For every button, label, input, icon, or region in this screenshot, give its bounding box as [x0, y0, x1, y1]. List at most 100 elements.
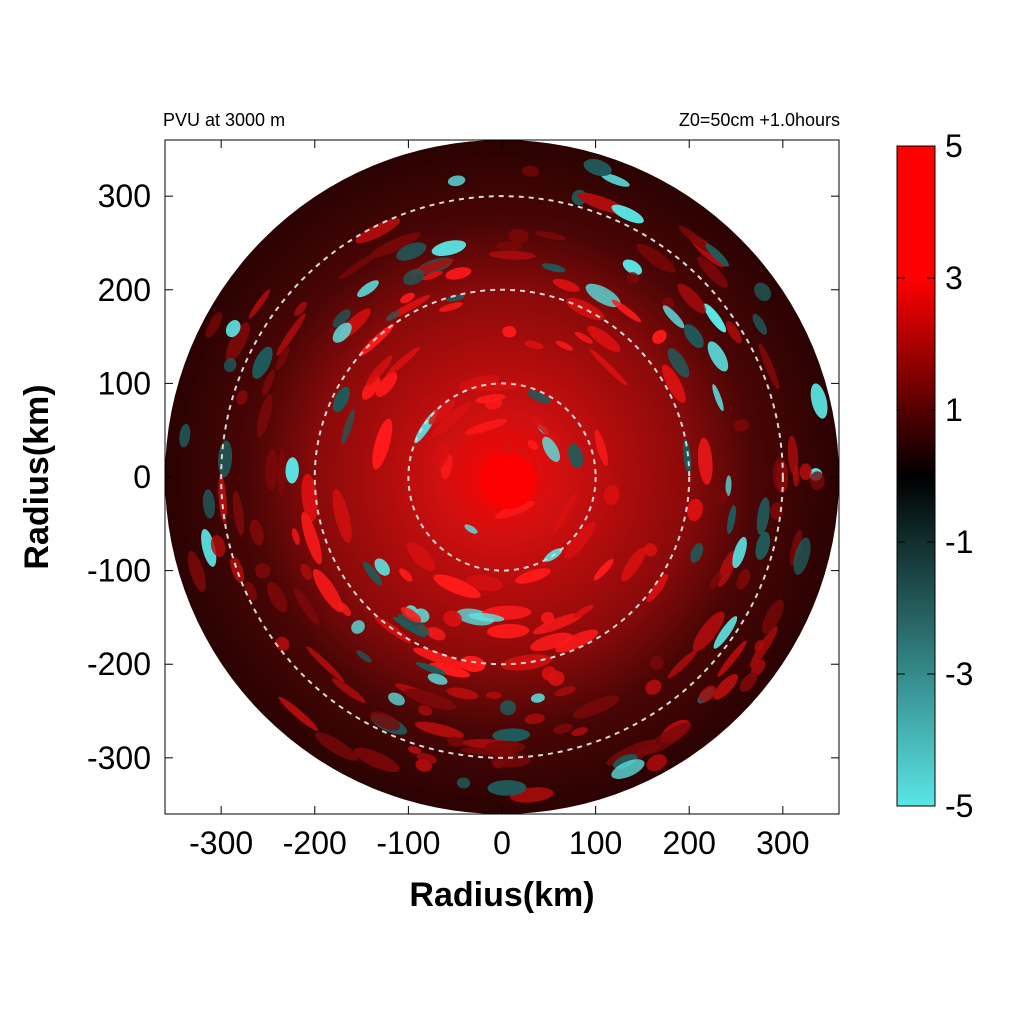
positive-pv-blob	[535, 231, 567, 241]
negative-pv-blob	[464, 524, 478, 534]
positive-pv-blob	[486, 623, 530, 639]
negative-pv-blob	[756, 497, 770, 536]
negative-pv-blob	[363, 561, 383, 586]
positive-pv-blob	[275, 636, 290, 651]
positive-pv-blob	[554, 686, 577, 697]
positive-pv-blob	[789, 529, 803, 566]
positive-pv-blob	[332, 489, 352, 543]
positive-pv-blob	[661, 364, 686, 403]
positive-pv-blob	[497, 241, 523, 251]
negative-pv-blob	[793, 537, 811, 575]
positive-pv-blob	[646, 754, 667, 772]
positive-pv-blob	[754, 639, 765, 652]
y-tick-label: 100	[98, 365, 151, 401]
positive-pv-blob	[717, 550, 736, 587]
negative-pv-blob	[415, 662, 446, 675]
positive-pv-blob	[416, 753, 437, 764]
positive-pv-blob	[529, 483, 555, 520]
positive-pv-blob	[414, 721, 465, 739]
positive-pv-blob	[698, 685, 717, 703]
negative-pv-blob	[810, 383, 828, 419]
positive-pv-blob	[646, 573, 669, 603]
positive-pv-blob	[644, 722, 692, 755]
negative-pv-blob	[755, 531, 771, 560]
colorbar-tick-label: 3	[945, 260, 963, 296]
negative-pv-blob	[386, 310, 400, 321]
negative-pv-blob	[530, 693, 545, 703]
reference-ring-200	[313, 288, 691, 666]
positive-pv-blob	[502, 325, 517, 338]
positive-pv-blob	[524, 340, 544, 350]
negative-pv-blob	[611, 759, 645, 779]
positive-pv-blob	[501, 654, 552, 671]
positive-pv-blob	[358, 323, 395, 357]
positive-pv-blob	[587, 325, 621, 352]
positive-pv-blob	[566, 297, 605, 321]
positive-pv-blob	[466, 574, 504, 592]
positive-pv-blob	[792, 466, 800, 487]
negative-pv-blob	[397, 613, 430, 636]
negative-pv-blob	[341, 409, 355, 445]
negative-pv-blob	[713, 616, 738, 649]
positive-pv-blob	[553, 723, 573, 734]
positive-pv-blob	[331, 678, 366, 703]
negative-pv-blob	[527, 390, 551, 404]
x-tick-label: 100	[569, 825, 622, 861]
negative-pv-blob	[705, 243, 729, 267]
positive-pv-blob	[572, 604, 594, 619]
positive-pv-blob	[406, 542, 436, 572]
positive-pv-blob	[365, 355, 393, 386]
positive-pv-blob	[265, 448, 278, 491]
positive-pv-blob	[301, 511, 322, 565]
negative-pv-blob	[732, 536, 747, 569]
y-tick-label: -300	[87, 740, 151, 776]
plot-area	[165, 140, 839, 814]
positive-pv-blob	[736, 569, 751, 590]
positive-pv-blob	[433, 574, 481, 599]
positive-pv-blob	[256, 393, 273, 438]
pv-anomaly-blobs	[179, 158, 828, 803]
negative-pv-blob	[332, 309, 351, 328]
negative-pv-blob	[201, 528, 217, 567]
positive-pv-blob	[733, 419, 750, 432]
positive-pv-blob	[603, 484, 620, 505]
positive-pv-blob	[535, 456, 544, 478]
negative-pv-blob	[427, 673, 448, 685]
positive-pv-blob	[465, 418, 508, 435]
negative-pv-blob	[447, 175, 466, 187]
negative-pv-blob	[374, 558, 390, 576]
positive-pv-blob	[667, 649, 698, 679]
reference-rings	[220, 195, 784, 759]
x-tick-label: -200	[283, 825, 347, 861]
negative-pv-blob	[446, 294, 465, 302]
negative-pv-blob	[707, 341, 729, 372]
positive-pv-blob	[611, 299, 642, 323]
negative-pv-blob	[285, 457, 299, 484]
positive-pv-blob	[250, 526, 262, 539]
positive-pv-blob	[710, 572, 722, 590]
positive-pv-blob	[232, 490, 245, 536]
negative-pv-blob	[357, 280, 379, 298]
positive-pv-blob	[278, 696, 319, 731]
positive-pv-blob	[353, 747, 400, 773]
positive-pv-blob	[431, 401, 472, 438]
positive-pv-blob	[248, 289, 271, 319]
positive-pv-blob	[593, 558, 614, 581]
negative-pv-blob	[568, 443, 584, 469]
positive-pv-blob	[713, 673, 738, 700]
y-axis-label: Radius(km)	[18, 384, 56, 569]
positive-pv-blob	[532, 612, 583, 635]
positive-pv-blob	[515, 568, 551, 584]
negative-pv-blob	[431, 240, 467, 256]
x-tick-label: 200	[663, 825, 716, 861]
negative-pv-blob	[332, 386, 350, 413]
positive-pv-blob	[187, 550, 206, 593]
positive-pv-blob	[799, 463, 812, 481]
negative-pv-blob	[542, 436, 561, 462]
y-tick-label: 300	[98, 178, 151, 214]
x-axis: -300 -200 -100 0 100 200 300	[189, 140, 810, 861]
positive-pv-blob	[408, 746, 422, 755]
positive-pv-blob	[291, 528, 300, 546]
positive-pv-blob	[277, 447, 286, 497]
negative-pv-blob	[613, 753, 638, 769]
